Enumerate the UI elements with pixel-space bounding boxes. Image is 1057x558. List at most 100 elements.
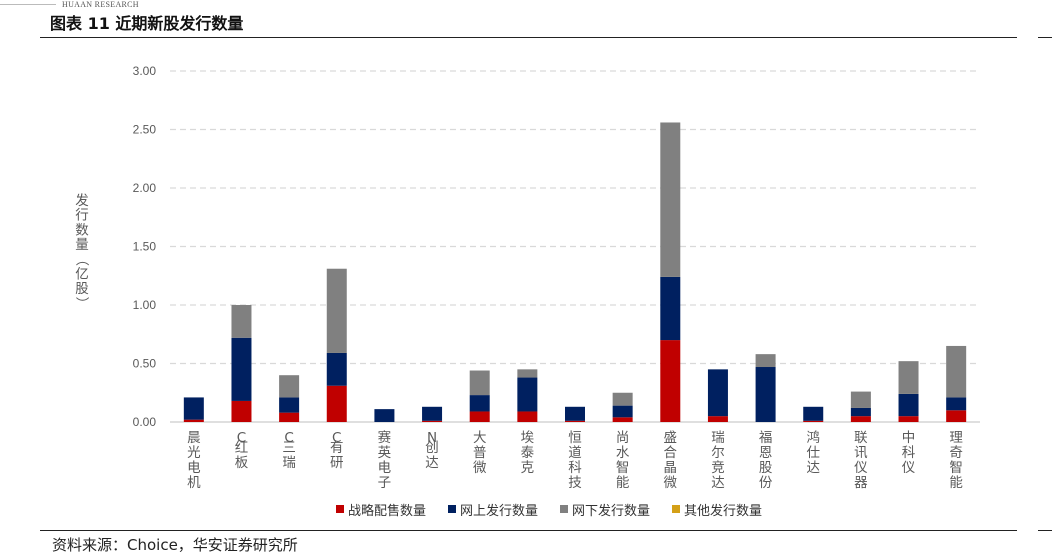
- y-axis-label-char: 数: [75, 222, 89, 238]
- x-tick-label-char: 微: [473, 460, 487, 476]
- x-tick-label-char: 盛: [664, 430, 678, 446]
- x-tick-label-char: 股: [759, 460, 773, 476]
- bar-segment: [946, 410, 967, 422]
- x-tick-label-char: 联: [854, 430, 868, 446]
- x-tick-label-char: 科: [568, 460, 582, 476]
- x-tick-label-char: 普: [473, 445, 487, 461]
- x-tick-label-char: 仕: [806, 445, 820, 461]
- bar-segment: [422, 406, 443, 421]
- x-tick-label-char: 尔: [711, 445, 725, 461]
- bar-segment: [326, 385, 347, 422]
- bar-segment: [231, 305, 252, 338]
- x-tick-label-char: 光: [187, 445, 201, 461]
- x-tick-label-char: 瑞: [711, 430, 725, 446]
- x-tick-label-char: 创: [425, 440, 439, 456]
- x-tick-label-char: 能: [949, 475, 963, 491]
- bar-segment: [946, 345, 967, 398]
- bar-segment: [374, 409, 395, 422]
- legend-label: 其他发行数量: [684, 503, 763, 519]
- legend-item: 战略配售数量: [336, 500, 426, 519]
- x-tick-label-char: 道: [568, 445, 582, 461]
- x-tick-label-char: 器: [854, 475, 868, 491]
- x-tick-label-char: 机: [187, 475, 201, 491]
- bar-segment: [755, 354, 776, 368]
- legend-label: 网上发行数量: [460, 503, 539, 519]
- x-tick-label-char: C: [237, 430, 246, 446]
- bar-segment: [707, 369, 728, 417]
- x-tick-label-char: 智: [616, 460, 630, 476]
- brand-logo-text: HUAAN RESEARCH: [62, 0, 139, 9]
- y-axis-label-char: ）: [74, 297, 90, 311]
- bar-segment: [946, 397, 967, 411]
- x-tick-label-char: 技: [568, 475, 582, 491]
- top-rule-right-mark: [1038, 37, 1052, 38]
- bar-segment: [660, 276, 681, 341]
- x-tick-label-char: 克: [521, 460, 535, 476]
- bar-segment: [898, 416, 919, 422]
- legend-item: 其他发行数量: [672, 500, 762, 519]
- y-axis-label-char: 股: [75, 281, 89, 297]
- x-tick-label-char: 达: [425, 455, 439, 471]
- bar-segment: [469, 411, 490, 422]
- x-tick-label-char: 中: [902, 430, 916, 446]
- x-tick-label-char: 晶: [664, 460, 678, 476]
- x-tick-label-char: 恩: [759, 445, 773, 461]
- x-tick-label-char: 研: [330, 455, 344, 471]
- bar-segment: [326, 268, 347, 353]
- y-axis-label-char: （: [74, 253, 90, 267]
- bar-segment: [183, 419, 204, 422]
- x-tick-label-char: 尚: [616, 430, 630, 446]
- x-tick-label-char: 英: [378, 444, 392, 461]
- x-tick-label-char: 份: [759, 475, 773, 491]
- y-tick-label: 0.50: [133, 357, 157, 371]
- bar-segment: [660, 340, 681, 422]
- x-tick-label-char: 大: [473, 430, 487, 446]
- bar-segment: [469, 395, 490, 412]
- bar-segment: [612, 417, 633, 422]
- bar-segment: [231, 400, 252, 422]
- x-tick-label-char: 板: [235, 455, 249, 471]
- bar-segment: [279, 412, 300, 422]
- bar-segment: [707, 416, 728, 422]
- bar-segment: [898, 393, 919, 417]
- top-rule: [40, 37, 1017, 38]
- y-axis-label-char: 发: [75, 193, 89, 209]
- figure-title: 图表 11 近期新股发行数量: [50, 14, 244, 33]
- bottom-rule-left-mark: [40, 530, 54, 531]
- x-tick-label-char: 鸿: [806, 429, 820, 446]
- legend-label: 网下发行数量: [572, 503, 651, 519]
- x-tick-label-char: 科: [902, 445, 916, 461]
- bar-segment: [565, 420, 585, 422]
- x-tick-label-char: 竞: [711, 459, 725, 476]
- bar-segment: [803, 406, 824, 421]
- x-tick-label-char: 仪: [854, 460, 868, 476]
- legend-swatch: [336, 505, 344, 513]
- bar-segment: [326, 352, 347, 386]
- bottom-rule-right-mark: [1038, 530, 1052, 531]
- x-tick-label-char: 达: [806, 460, 820, 476]
- x-tick-label-char: 红: [235, 440, 249, 456]
- bar-segment: [183, 397, 204, 420]
- x-tick-label-char: 赛: [378, 430, 392, 446]
- x-tick-label-char: 子: [378, 475, 392, 491]
- bar-segment: [850, 407, 871, 417]
- y-axis-label-char: 亿: [75, 267, 89, 283]
- bar-segment: [422, 420, 443, 422]
- bottom-rule: [40, 530, 1017, 531]
- bar-segment: [279, 375, 300, 398]
- bar-segment: [517, 411, 538, 422]
- x-tick-label-char: 奇: [949, 444, 963, 461]
- bar-segment: [660, 122, 681, 277]
- legend-swatch: [560, 505, 569, 513]
- bar-segment: [755, 367, 776, 422]
- x-tick-label-char: N: [427, 430, 437, 446]
- x-tick-label-char: C: [284, 430, 293, 446]
- x-tick-label-char: 理: [949, 430, 963, 446]
- bar-segment: [231, 337, 252, 401]
- y-tick-label: 2.50: [133, 123, 157, 137]
- x-tick-label-char: 三: [282, 440, 296, 456]
- bar-segment: [898, 361, 919, 394]
- y-tick-label: 0.00: [133, 415, 157, 429]
- x-tick-label-char: 电: [378, 460, 392, 476]
